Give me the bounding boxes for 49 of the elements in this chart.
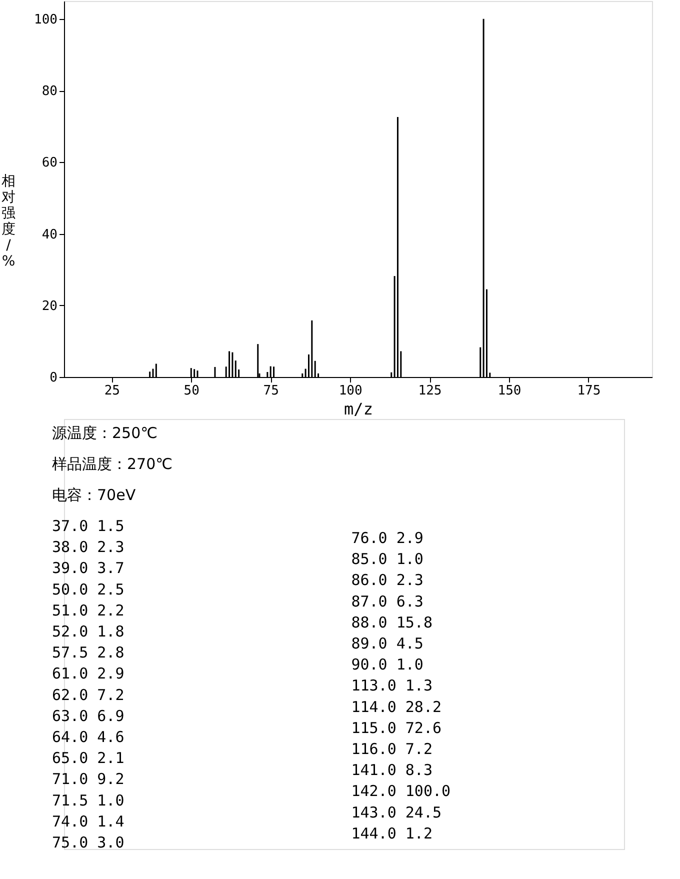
y-tick-label: 0 [50,370,58,386]
text: 74.0 1.4 [52,812,124,830]
text: 37.0 1.5 [52,517,124,535]
text: 39.0 3.7 [52,559,124,578]
text: 90.0 1.0 [351,656,424,674]
x-tick-label: 75 [263,384,279,398]
text: 51.0 2.2 [52,601,124,620]
text: 144.0 1.2 [351,824,432,842]
y-tick-label: 100 [34,12,58,28]
y-tick-label: 60 [42,156,58,171]
x-tick-label: 125 [418,384,442,398]
text: 88.0 15.8 [351,613,432,632]
text: 样品温度：270℃ [52,455,172,473]
text: 75.0 3.0 [52,834,124,852]
text: 50.0 2.5 [52,580,124,598]
text: 89.0 4.5 [351,634,424,652]
x-axis-title: m/z [344,400,373,418]
x-tick-label: 50 [184,384,200,398]
x-tick-label: 25 [104,384,120,398]
text: 源温度：250℃ [52,424,158,442]
text: 87.0 6.3 [351,592,424,610]
y-tick-label: 20 [42,298,58,314]
text: 85.0 1.0 [351,550,424,568]
text: 143.0 24.5 [351,803,442,822]
text: 71.0 9.2 [52,770,124,788]
text: 113.0 1.3 [351,676,432,695]
x-tick-label: 100 [338,384,362,398]
text: 63.0 6.9 [52,706,124,725]
text: 76.0 2.9 [351,529,424,547]
text: 142.0 100.0 [351,782,451,800]
x-tick-label: 175 [577,384,601,398]
x-tick-label: 150 [498,384,522,398]
text: 86.0 2.3 [351,571,424,590]
text: 115.0 72.6 [351,718,442,737]
y-axis-title: 相对强度/% [2,174,16,270]
y-tick-label: 80 [42,84,58,100]
text: 65.0 2.1 [52,749,124,768]
text: 38.0 2.3 [52,538,124,556]
text: 114.0 28.2 [351,698,442,716]
text: 62.0 7.2 [52,686,124,704]
y-tick-label: 40 [42,227,58,242]
text: 141.0 8.3 [351,761,432,780]
text: 57.5 2.8 [52,644,124,662]
text: 64.0 4.6 [52,728,124,746]
text: 电容：70eV [52,486,136,504]
text: 52.0 1.8 [52,622,124,640]
text: 71.5 1.0 [52,791,124,810]
text: 116.0 7.2 [351,740,432,758]
text: 61.0 2.9 [52,664,124,683]
